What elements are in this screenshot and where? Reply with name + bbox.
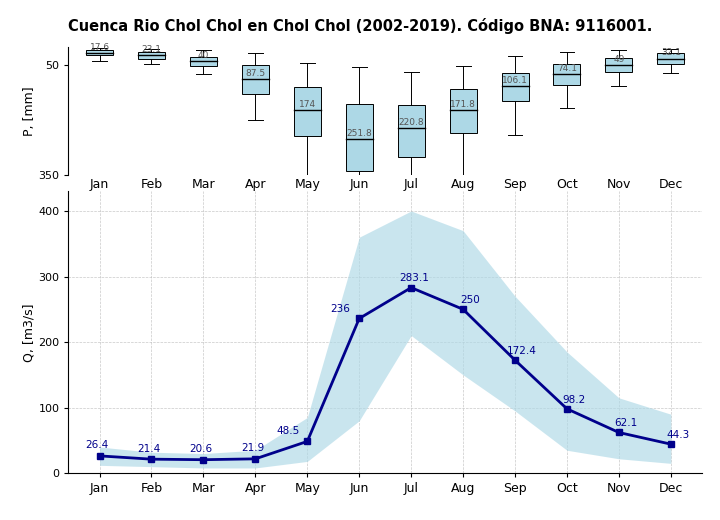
Bar xyxy=(190,57,217,66)
Text: 74.1: 74.1 xyxy=(557,64,577,73)
Text: 87.5: 87.5 xyxy=(246,69,266,77)
Text: 236: 236 xyxy=(330,304,350,314)
Text: 26.4: 26.4 xyxy=(85,440,109,450)
Text: 44.3: 44.3 xyxy=(666,430,690,440)
Text: 98.2: 98.2 xyxy=(562,395,585,405)
Text: 48.5: 48.5 xyxy=(276,426,300,436)
Text: 174: 174 xyxy=(299,100,316,109)
Text: 32.1: 32.1 xyxy=(661,48,681,57)
Bar xyxy=(606,58,632,72)
Text: 250: 250 xyxy=(460,295,480,305)
Bar xyxy=(554,64,580,85)
Y-axis label: Q, [m3/s]: Q, [m3/s] xyxy=(22,303,35,361)
Text: 17.6: 17.6 xyxy=(89,43,109,52)
Text: 106.1: 106.1 xyxy=(502,75,528,85)
Text: 251.8: 251.8 xyxy=(346,129,372,138)
Text: 220.8: 220.8 xyxy=(398,118,424,126)
Bar xyxy=(294,87,321,136)
Text: 21.9: 21.9 xyxy=(241,443,264,453)
Bar xyxy=(657,54,684,63)
Y-axis label: P, [mm]: P, [mm] xyxy=(22,86,35,136)
Text: 49: 49 xyxy=(613,55,624,63)
Bar xyxy=(138,52,165,59)
Bar xyxy=(242,65,269,95)
Text: 283.1: 283.1 xyxy=(399,274,429,283)
Text: 172.4: 172.4 xyxy=(507,346,537,356)
Text: 21.4: 21.4 xyxy=(137,444,161,453)
Text: 62.1: 62.1 xyxy=(614,418,637,428)
Text: Cuenca Rio Chol Chol en Chol Chol (2002-2019). Código BNA: 9116001.: Cuenca Rio Chol Chol en Chol Chol (2002-… xyxy=(68,18,652,34)
Text: 23.1: 23.1 xyxy=(142,45,161,54)
Bar xyxy=(449,89,477,133)
Bar xyxy=(502,73,528,101)
Text: 171.8: 171.8 xyxy=(450,100,476,109)
Text: 40: 40 xyxy=(198,51,209,60)
Bar xyxy=(86,50,113,55)
Text: 20.6: 20.6 xyxy=(189,444,212,454)
Bar xyxy=(346,103,373,171)
Bar xyxy=(397,106,425,157)
